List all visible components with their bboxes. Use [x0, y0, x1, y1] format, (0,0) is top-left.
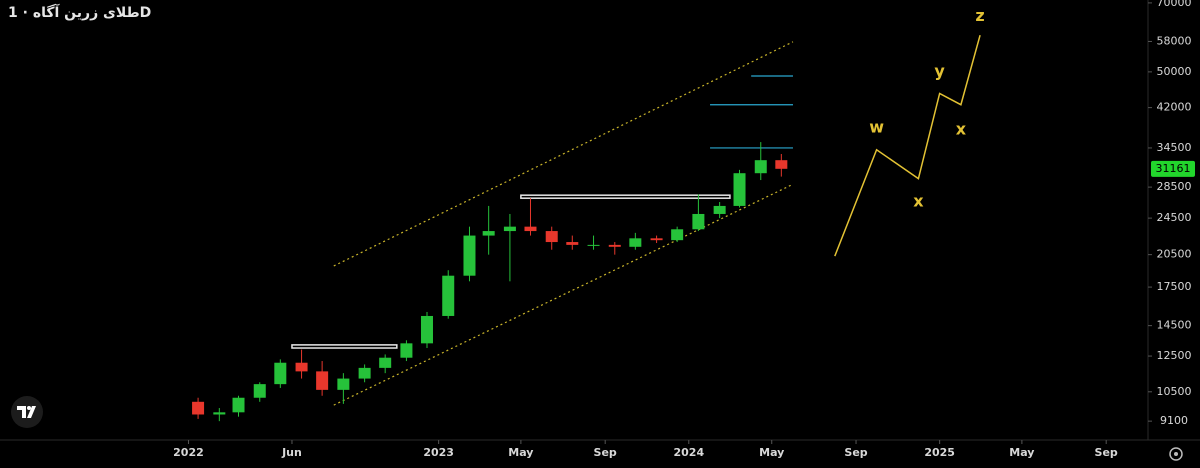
y-tick-label: 34500 [1157, 141, 1192, 154]
candle-body [192, 401, 205, 415]
candle-body [754, 160, 767, 174]
chart-title: طلای زرین آگاه · 1D [8, 3, 151, 21]
candle-body [503, 226, 516, 232]
x-tick-label: Sep [1095, 446, 1118, 459]
candle-body [400, 343, 413, 358]
y-tick-label: 20500 [1157, 248, 1192, 261]
candle-body [358, 367, 371, 379]
candle-body [274, 362, 287, 385]
candle-body [420, 315, 433, 344]
candle-body [733, 173, 746, 206]
x-tick-label: Sep [844, 446, 867, 459]
y-tick-label: 28500 [1157, 180, 1192, 193]
y-tick-label: 50000 [1157, 65, 1192, 78]
y-tick-label: 58000 [1157, 34, 1192, 47]
last-price-label: 31161 [1156, 162, 1191, 175]
y-tick-label: 24500 [1157, 211, 1192, 224]
x-tick-label: 2022 [173, 446, 204, 459]
tv-logo[interactable] [11, 396, 43, 428]
x-tick-label: May [1009, 446, 1034, 459]
zone-box [291, 344, 398, 349]
candle-body [482, 231, 495, 236]
candle-body [295, 362, 308, 372]
x-tick-label: 2023 [423, 446, 454, 459]
x-tick-label: Sep [594, 446, 617, 459]
y-tick-label: 17500 [1157, 280, 1192, 293]
candle-body [713, 205, 726, 214]
candle-body [587, 244, 600, 246]
zone-box [520, 194, 731, 199]
candle-body [775, 160, 788, 169]
y-tick-label: 14500 [1157, 319, 1192, 332]
candle-body [566, 242, 579, 245]
candle-body [253, 384, 266, 398]
y-tick-label: 12500 [1157, 349, 1192, 362]
candle-body [337, 378, 350, 390]
candle-body [629, 238, 642, 247]
wave-label: x [956, 119, 967, 138]
last-price-tag [1151, 160, 1195, 177]
candle-body [671, 229, 684, 241]
wave-label: w [869, 118, 884, 137]
candle-body [316, 371, 329, 390]
x-tick-label: 2025 [924, 446, 955, 459]
candle-body [608, 244, 621, 247]
y-tick-label: 9100 [1160, 414, 1188, 427]
candle-body [463, 235, 476, 276]
x-tick-label: 2024 [673, 446, 704, 459]
candle-body [650, 238, 663, 241]
candle-body [524, 226, 537, 232]
wave-line [834, 34, 981, 257]
wave-label: z [975, 6, 984, 25]
wave-label: x [913, 192, 924, 211]
y-tick-label: 10500 [1157, 385, 1192, 398]
channel-line [333, 41, 794, 267]
wave-label: y [934, 61, 945, 80]
x-tick-label: May [759, 446, 784, 459]
candle-body [545, 231, 558, 243]
candle-body [379, 357, 392, 368]
settings-button[interactable] [1169, 447, 1183, 461]
candle-body [213, 412, 226, 415]
candle-body [442, 275, 455, 316]
x-tick-label: May [508, 446, 533, 459]
y-tick-label: 42000 [1157, 101, 1192, 114]
y-tick-label: 70000 [1157, 0, 1192, 9]
candle-body [692, 213, 705, 230]
candle-body [232, 397, 245, 413]
x-tick-label: Jun [281, 446, 302, 459]
